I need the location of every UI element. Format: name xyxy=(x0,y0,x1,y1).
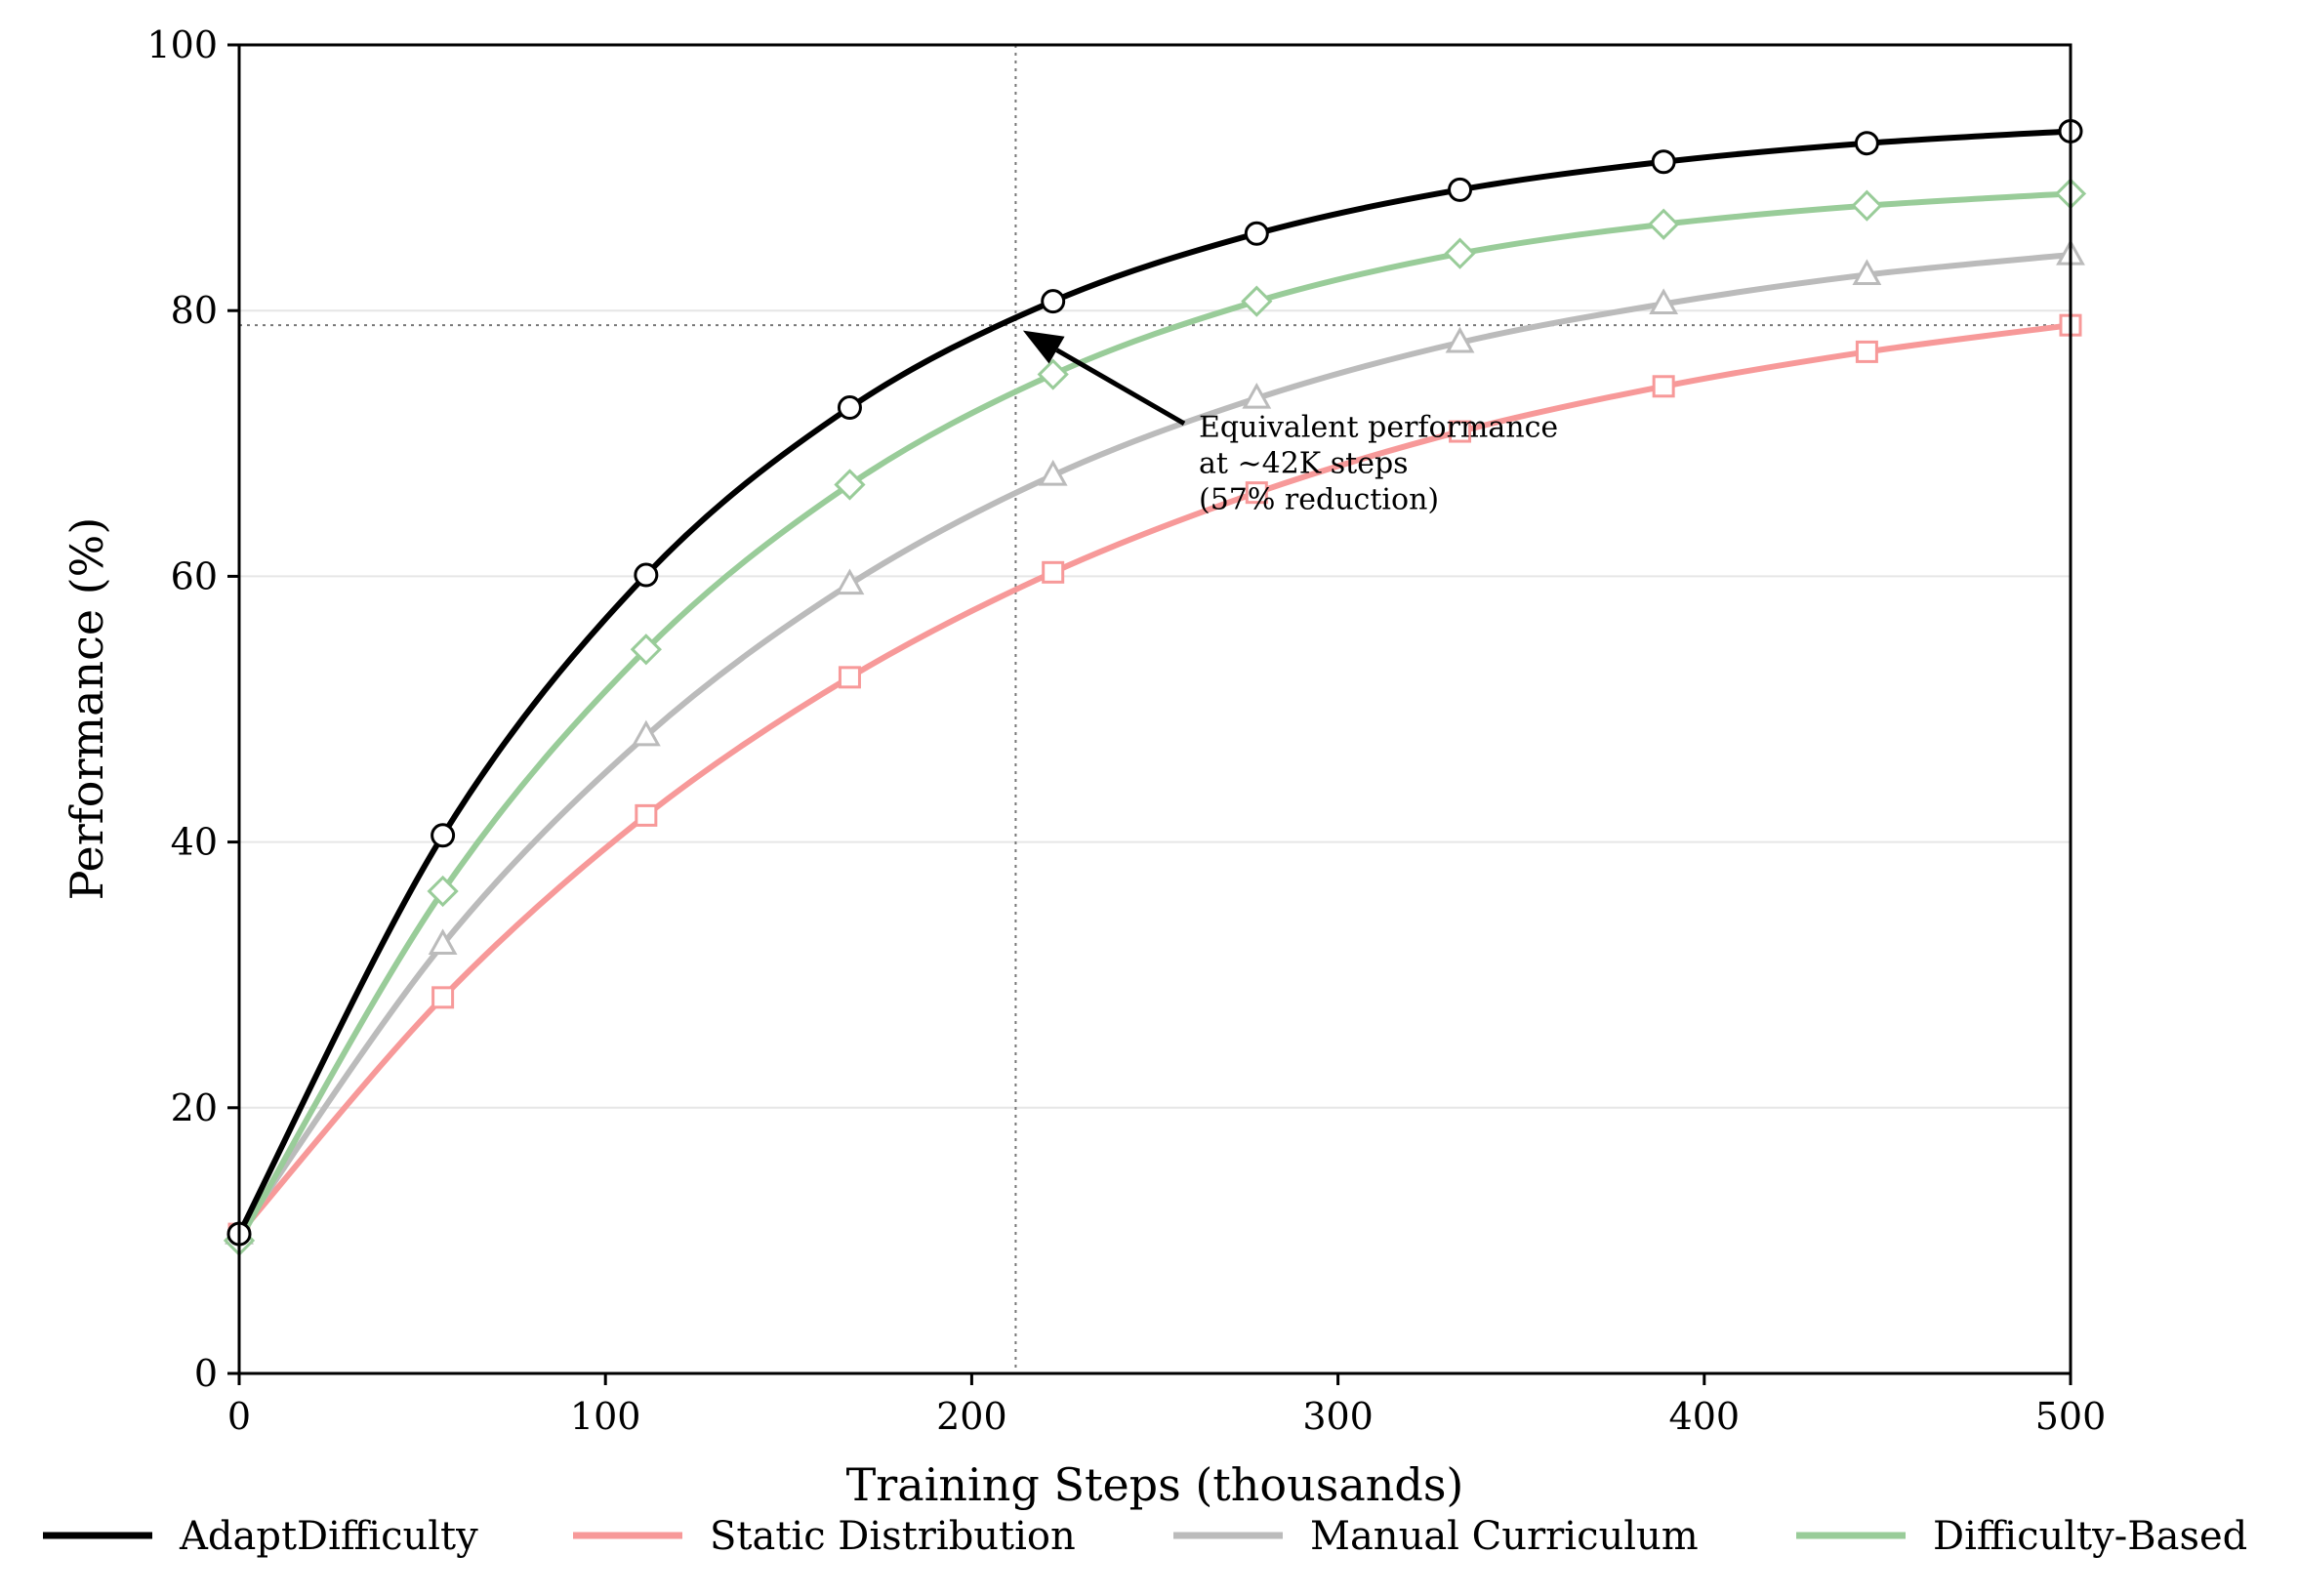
series-line-manual-curriculum xyxy=(236,252,2072,1236)
data-point-adaptdifficulty xyxy=(1854,131,1879,156)
data-point-manual-curriculum xyxy=(1445,326,1475,353)
data-point-difficulty-based xyxy=(1037,358,1069,390)
data-point-difficulty-based xyxy=(1851,189,1883,222)
series-line-difficulty-based xyxy=(236,190,2072,1243)
plot-frame xyxy=(237,43,2072,1375)
series-difficulty-based xyxy=(223,178,2087,1257)
y-tick-label: 80 xyxy=(171,289,218,332)
data-point-static-distribution xyxy=(838,666,861,689)
data-point-difficulty-based xyxy=(834,469,866,501)
data-point-adaptdifficulty xyxy=(1651,149,1676,175)
data-point-static-distribution xyxy=(1449,420,1472,443)
x-tick-label: 300 xyxy=(1302,1395,1374,1438)
annotation-arrow-head xyxy=(1022,330,1065,364)
y-axis-label: Performance (%) xyxy=(61,517,113,901)
data-point-manual-curriculum xyxy=(1242,382,1272,409)
data-point-manual-curriculum xyxy=(631,719,661,747)
data-point-manual-curriculum xyxy=(428,928,458,955)
x-axis-label: Training Steps (thousands) xyxy=(846,1458,1464,1511)
data-point-static-distribution xyxy=(431,986,455,1009)
annotation-text-line: Equivalent performance xyxy=(1199,410,1558,444)
x-tick-label: 500 xyxy=(2035,1395,2107,1438)
y-tick-label: 100 xyxy=(146,23,218,66)
data-point-adaptdifficulty xyxy=(431,823,456,848)
series-lines xyxy=(223,118,2087,1257)
legend-label: Static Distribution xyxy=(710,1514,1076,1559)
legend-item-adaptdifficulty: AdaptDifficulty xyxy=(43,1514,478,1559)
data-point-difficulty-based xyxy=(1241,285,1273,317)
data-point-static-distribution xyxy=(1855,340,1878,363)
y-tick-label: 20 xyxy=(171,1086,218,1129)
data-point-static-distribution xyxy=(1245,481,1268,505)
x-tick-label: 0 xyxy=(227,1395,251,1438)
data-point-adaptdifficulty xyxy=(1244,221,1269,246)
grid-lines xyxy=(239,309,2071,1109)
data-point-adaptdifficulty xyxy=(837,395,862,421)
legend-item-manual-curriculum: Manual Curriculum xyxy=(1173,1514,1699,1559)
data-point-manual-curriculum xyxy=(1649,288,1679,314)
annotation-text-line: at ~42K steps xyxy=(1199,446,1409,480)
x-tick-label: 100 xyxy=(570,1395,641,1438)
reference-lines xyxy=(239,45,2071,1373)
annotation-text-line: (57% reduction) xyxy=(1199,482,1439,516)
series-adaptdifficulty xyxy=(226,118,2083,1247)
data-point-difficulty-based xyxy=(427,875,459,908)
data-point-difficulty-based xyxy=(1648,208,1680,240)
data-point-adaptdifficulty xyxy=(634,562,659,588)
legend-label: AdaptDifficulty xyxy=(179,1514,478,1559)
data-point-adaptdifficulty xyxy=(1448,177,1473,202)
series-line-static-distribution xyxy=(236,322,2072,1237)
data-point-static-distribution xyxy=(1042,560,1065,584)
legend-label: Difficulty-Based xyxy=(1933,1514,2247,1559)
legend-item-difficulty-based: Difficulty-Based xyxy=(1796,1514,2247,1559)
series-static-distribution xyxy=(227,313,2082,1246)
series-line-adaptdifficulty xyxy=(236,128,2072,1236)
data-point-static-distribution xyxy=(635,803,658,827)
y-tick-label: 60 xyxy=(171,554,218,597)
data-point-adaptdifficulty xyxy=(1041,289,1066,314)
y-tick-label: 40 xyxy=(171,821,218,864)
legend-item-static-distribution: Static Distribution xyxy=(573,1514,1076,1559)
data-point-manual-curriculum xyxy=(1852,259,1882,286)
data-point-manual-curriculum xyxy=(1038,459,1068,486)
data-point-difficulty-based xyxy=(630,634,662,666)
axis-ticks: 0 100 200 300 400 500 0 20 40 60 80 100 xyxy=(146,23,2106,1438)
data-point-manual-curriculum xyxy=(835,568,865,595)
x-tick-label: 200 xyxy=(936,1395,1007,1438)
legend: AdaptDifficulty Static Distribution Manual… xyxy=(43,1514,2247,1559)
legend-label: Manual Curriculum xyxy=(1310,1514,1699,1559)
y-tick-label: 0 xyxy=(194,1352,218,1395)
x-tick-label: 400 xyxy=(1669,1395,1741,1438)
data-point-difficulty-based xyxy=(1444,237,1476,269)
annotation-arrow-shaft xyxy=(1055,348,1186,427)
data-point-static-distribution xyxy=(1652,375,1675,398)
